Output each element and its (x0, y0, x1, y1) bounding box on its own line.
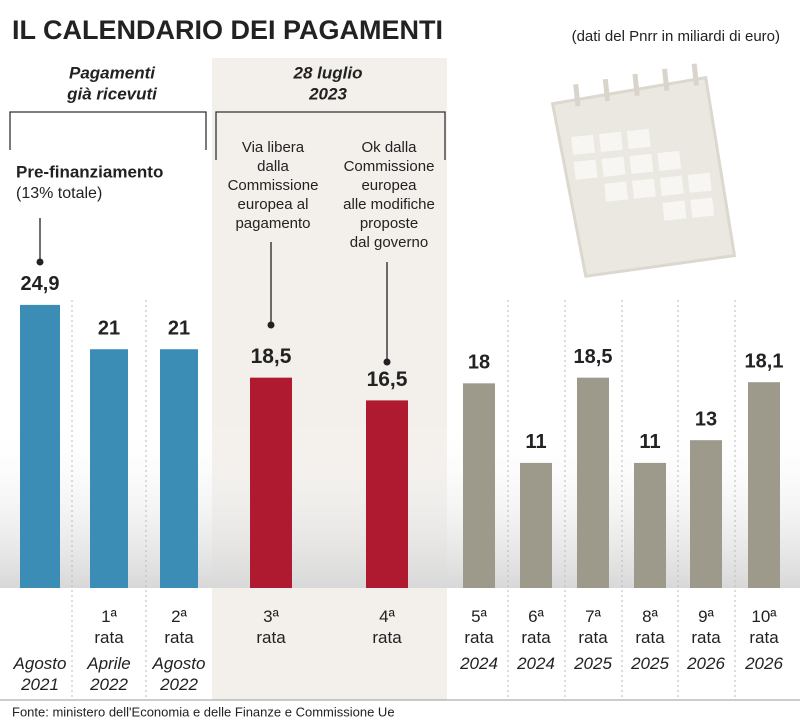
category-label: 6ª rata (521, 607, 551, 647)
leader-dot (267, 321, 275, 329)
leader-dot (383, 358, 391, 366)
category-label: 2ª rata (164, 607, 194, 647)
bar (577, 377, 609, 588)
value-label: 24,9 (21, 273, 60, 295)
annotation: Via libera (242, 139, 305, 156)
source: Fonte: ministero dell'Economia e delle F… (12, 704, 395, 719)
category-label: 8ª rata (635, 607, 665, 647)
value-label: 18,1 (745, 350, 784, 372)
chart-subtitle: (dati del Pnrr in miliardi di euro) (572, 28, 780, 45)
period-label: 2024 (460, 654, 498, 673)
period-label: 2026 (745, 654, 783, 673)
value-label: 18 (468, 352, 490, 374)
bar (366, 400, 408, 588)
period-label: Aprile 2022 (87, 654, 131, 694)
period-label: 2024 (517, 654, 555, 673)
annotation: europea al (238, 196, 309, 213)
chart-title: IL CALENDARIO DEI PAGAMENTI (12, 15, 443, 45)
bracket-label: già ricevuti (66, 84, 158, 103)
annotation: Ok dalla (361, 139, 417, 156)
period-label: Agosto 2021 (13, 654, 67, 694)
column-separators (71, 300, 736, 700)
category-label: 9ª rata (691, 607, 721, 647)
calendar-icon (550, 63, 737, 278)
period-label: 2025 (631, 654, 669, 673)
category-label: 4ª rata (372, 607, 402, 647)
annotation: (13% totale) (16, 185, 102, 202)
value-label: 18,5 (251, 345, 292, 368)
category-label: 3ª rata (256, 607, 286, 647)
bar (463, 383, 495, 588)
value-label: 16,5 (367, 368, 408, 391)
bar (748, 382, 780, 588)
value-label: 11 (525, 431, 546, 453)
bracket-label: 2023 (308, 84, 347, 103)
value-label: 18,5 (574, 346, 613, 368)
category-label: 1ª rata (94, 607, 124, 647)
value-label: 13 (695, 408, 717, 430)
bar (690, 440, 722, 588)
annotation: alle modifiche (343, 196, 435, 213)
bracket-label: 28 luglio (293, 63, 363, 82)
annotation: Pre-finanziamento (16, 162, 163, 181)
annotation: dalla (257, 158, 289, 175)
bar (634, 462, 666, 588)
leader-dot (36, 258, 44, 266)
annotation: Commissione (344, 158, 435, 175)
period-label: 2026 (687, 654, 725, 673)
category-label: 5ª rata (464, 607, 494, 647)
bar (90, 349, 128, 588)
value-label: 21 (168, 318, 190, 340)
annotation: europea (361, 177, 417, 194)
annotation: pagamento (235, 215, 310, 232)
category-label: 7ª rata (578, 607, 608, 647)
bar (520, 462, 552, 588)
bar (160, 349, 198, 588)
annotation: proposte (360, 215, 418, 232)
brackets (9, 111, 446, 160)
period-label: Agosto 2022 (152, 654, 206, 694)
bar (20, 304, 60, 588)
category-label: 10ª rata (749, 607, 779, 647)
bracket-label: Pagamenti (69, 63, 156, 82)
value-label: 11 (639, 431, 660, 453)
annotation: Commissione (228, 177, 319, 194)
period-label: 2025 (574, 654, 612, 673)
annotation: dal governo (350, 234, 428, 251)
bar (250, 377, 292, 588)
value-label: 21 (98, 318, 120, 340)
